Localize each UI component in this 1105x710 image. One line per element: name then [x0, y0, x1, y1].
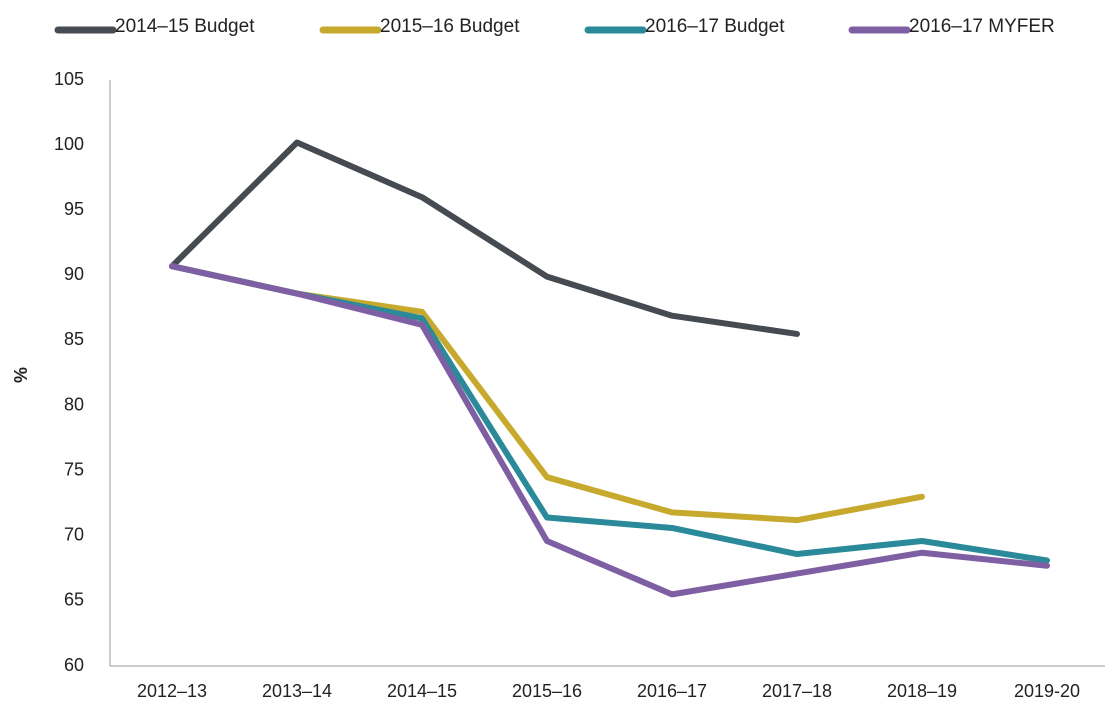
x-tick-label: 2014–15 [387, 681, 457, 701]
x-tick-label: 2013–14 [262, 681, 332, 701]
y-tick-label: 90 [64, 264, 84, 284]
y-tick-label: 85 [64, 329, 84, 349]
y-tick-label: 70 [64, 525, 84, 545]
y-tick-label: 60 [64, 655, 84, 675]
x-tick-label: 2017–18 [762, 681, 832, 701]
y-tick-label: 100 [54, 134, 84, 154]
y-tick-label: 80 [64, 394, 84, 414]
legend-label: 2016–17 MYFER [909, 16, 1055, 37]
x-tick-label: 2016–17 [637, 681, 707, 701]
line-series [169, 263, 1050, 564]
line-series [169, 139, 800, 337]
line-series [169, 263, 925, 524]
legend-label: 2014–15 Budget [115, 16, 255, 37]
legend-label: 2015–16 Budget [380, 16, 520, 37]
y-tick-label: 75 [64, 459, 84, 479]
x-tick-label: 2019-20 [1014, 681, 1080, 701]
x-tick-label: 2018–19 [887, 681, 957, 701]
y-axis-label: % [11, 367, 31, 383]
y-tick-label: 65 [64, 590, 84, 610]
x-tick-label: 2015–16 [512, 681, 582, 701]
legend: 2014–15 Budget 2015–16 Budget 2016–17 Budg… [54, 16, 1055, 37]
x-tick-label: 2012–13 [137, 681, 207, 701]
y-tick-label: 105 [54, 69, 84, 89]
line-series [169, 263, 1050, 598]
legend-label: 2016–17 Budget [645, 16, 785, 37]
y-tick-label: 95 [64, 199, 84, 219]
